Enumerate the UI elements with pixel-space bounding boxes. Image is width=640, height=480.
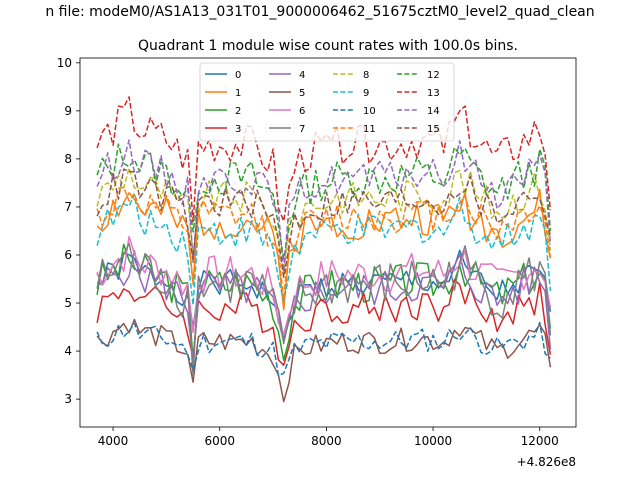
legend-label-3: 3 <box>235 124 241 135</box>
series-line-12 <box>96 143 552 260</box>
y-tick-label: 3 <box>64 392 72 406</box>
x-offset-label: +4.826e8 <box>517 455 576 469</box>
legend-label-9: 9 <box>363 88 369 99</box>
series-line-9 <box>96 193 552 306</box>
legend-frame <box>199 62 455 142</box>
legend-label-4: 4 <box>299 70 305 81</box>
legend-label-10: 10 <box>363 106 376 117</box>
legend-label-5: 5 <box>299 88 305 99</box>
legend-label-13: 13 <box>427 88 440 99</box>
y-tick-label: 4 <box>64 344 72 358</box>
legend-label-1: 1 <box>235 88 241 99</box>
legend-label-11: 11 <box>363 124 376 135</box>
y-tick-label: 7 <box>64 200 72 214</box>
figure-suptitle: n file: modeM0/AS1A13_031T01_9000006462_… <box>45 4 594 20</box>
series-line-14 <box>96 139 552 273</box>
x-tick-label: 10000 <box>414 434 452 448</box>
legend-label-14: 14 <box>427 106 440 117</box>
series-line-11 <box>96 186 552 301</box>
plot-lines <box>96 96 552 403</box>
series-line-6 <box>96 235 552 335</box>
x-tick-label: 12000 <box>521 434 559 448</box>
series-line-7 <box>96 242 552 378</box>
y-tick-label: 6 <box>64 248 72 262</box>
y-tick-label: 10 <box>57 56 72 70</box>
y-axis: 3 4 5 6 7 8 9 10 <box>57 56 80 406</box>
x-tick-label: 6000 <box>204 434 235 448</box>
legend-label-8: 8 <box>363 70 369 81</box>
x-axis: 4000 6000 8000 10000 12000 <box>98 427 559 448</box>
legend-label-0: 0 <box>235 70 241 81</box>
chart-title: Quadrant 1 module wise count rates with … <box>138 38 518 54</box>
x-tick-label: 8000 <box>311 434 342 448</box>
legend-label-2: 2 <box>235 106 241 117</box>
y-tick-label: 9 <box>64 104 72 118</box>
y-tick-label: 8 <box>64 152 72 166</box>
plot-frame <box>79 57 577 428</box>
x-tick-label: 4000 <box>98 434 129 448</box>
series-line-10 <box>96 321 551 377</box>
legend-label-6: 6 <box>299 106 305 117</box>
legend-label-7: 7 <box>299 124 305 135</box>
series-line-15 <box>96 168 552 279</box>
legend-label-12: 12 <box>427 70 440 81</box>
series-line-3 <box>96 278 552 366</box>
legend-label-15: 15 <box>427 124 440 135</box>
y-tick-label: 5 <box>64 296 72 310</box>
